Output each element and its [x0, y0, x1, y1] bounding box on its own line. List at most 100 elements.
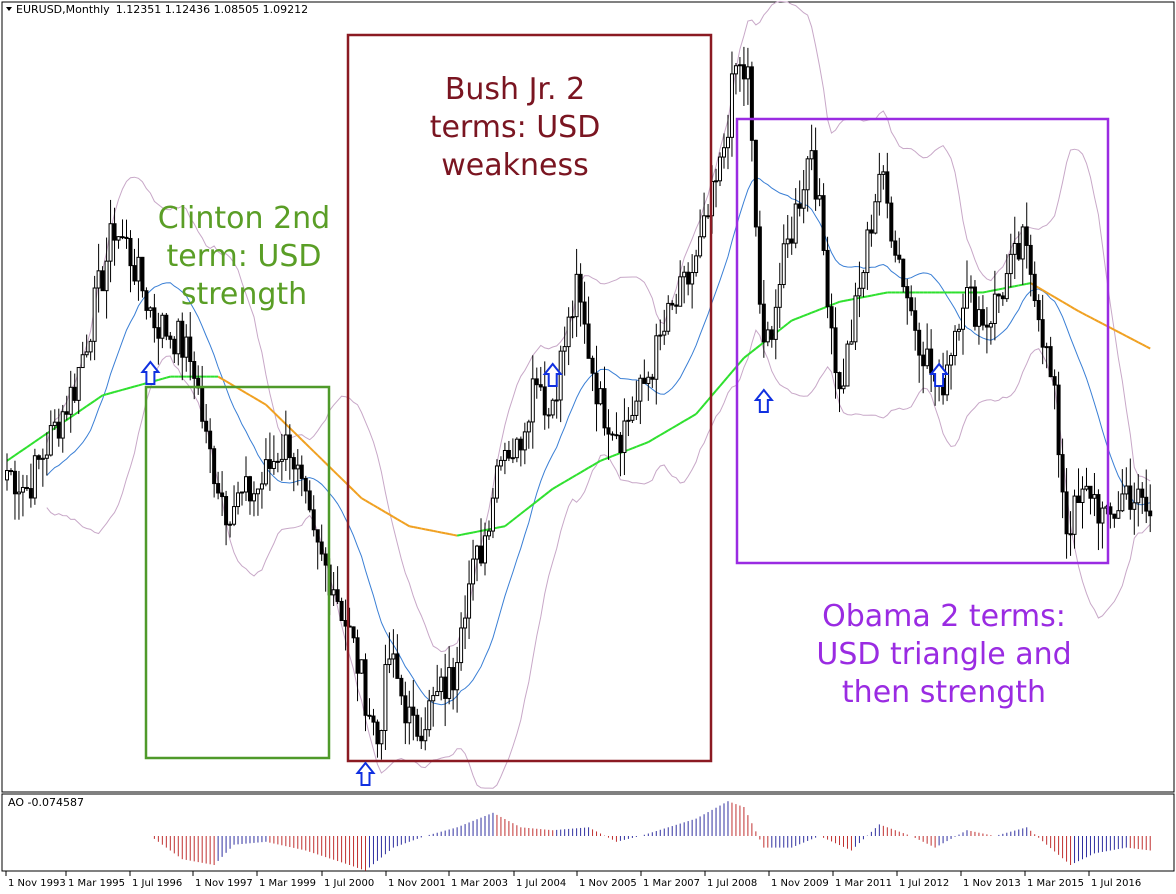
candle	[259, 471, 264, 509]
candle	[849, 319, 854, 345]
candle	[614, 412, 619, 440]
slow-ma-segment	[42, 432, 48, 438]
slow-ma-segment	[576, 471, 582, 476]
candle	[522, 422, 527, 465]
candle	[44, 432, 49, 476]
slow-ma-segment	[1070, 305, 1076, 310]
x-tick-label: 1 Nov 1997	[195, 878, 253, 889]
candle	[833, 307, 838, 399]
slow-ma-segment	[317, 454, 323, 460]
annotation-obama-line-1: Obama 2 terms:	[822, 599, 1066, 634]
candle	[20, 474, 25, 517]
slow-ma-segment	[528, 503, 534, 509]
slow-ma-segment	[628, 447, 633, 451]
candle	[431, 686, 436, 727]
candle	[913, 297, 918, 351]
candle	[479, 518, 484, 567]
candle	[168, 331, 173, 349]
slow-ma-segment	[879, 292, 884, 296]
slow-ma-segment	[1093, 318, 1099, 323]
candle	[498, 456, 503, 471]
x-tick-label: 1 Jul 2000	[324, 878, 374, 889]
slow-ma-segment	[807, 311, 812, 316]
candle	[518, 436, 523, 467]
slow-ma-segment	[883, 291, 888, 295]
candle	[1124, 467, 1129, 500]
slow-ma-segment	[261, 401, 267, 406]
slow-ma-segment	[356, 493, 363, 499]
slow-ma-segment	[26, 443, 32, 448]
candle	[698, 209, 703, 259]
candle	[148, 306, 153, 318]
candle	[5, 453, 9, 491]
candle	[1120, 469, 1125, 513]
candle	[443, 653, 448, 727]
candle	[526, 419, 531, 449]
slow-ma-segment	[305, 442, 311, 449]
candle	[212, 445, 217, 498]
slow-ma-segment	[1141, 343, 1147, 348]
candle	[821, 183, 826, 256]
candle	[287, 424, 292, 480]
candle	[124, 219, 129, 249]
candle	[777, 262, 782, 328]
candle	[228, 521, 233, 538]
annotation-clinton-line-3: strength	[181, 277, 307, 312]
x-tick-label: 1 Jul 2004	[516, 878, 566, 889]
candle	[829, 293, 834, 355]
slow-ma-segment	[448, 533, 454, 536]
slow-ma-segment	[863, 295, 868, 299]
slow-ma-segment	[516, 512, 522, 518]
candle	[244, 456, 248, 501]
slow-ma-segment	[437, 530, 442, 534]
candle	[72, 373, 77, 403]
annotation-boxes	[144, 33, 1110, 763]
slow-ma-segment	[1137, 341, 1143, 346]
candle	[1028, 234, 1033, 297]
candle	[32, 448, 37, 505]
candle	[634, 380, 639, 420]
dropdown-icon[interactable]	[6, 7, 12, 11]
slow-ma-segment	[98, 394, 104, 399]
slow-ma-segment	[348, 485, 355, 492]
candle	[757, 210, 762, 314]
candle	[865, 221, 870, 290]
slow-ma-segment	[114, 389, 119, 393]
candle	[379, 729, 384, 760]
candle	[435, 664, 440, 697]
slow-ma-segment	[384, 511, 390, 516]
lower-band	[46, 329, 1151, 789]
ohlc-values: 1.12351 1.12436 1.08505 1.09212	[116, 3, 308, 16]
candle	[801, 169, 806, 224]
slow-ma-segment	[596, 459, 602, 464]
slow-ma-segment	[847, 298, 852, 302]
candle	[813, 127, 818, 211]
candle	[120, 219, 125, 240]
slow-ma-segment	[799, 314, 805, 319]
slow-ma-segment	[743, 354, 749, 359]
slow-ma-segment	[82, 405, 88, 410]
up-arrow-icon	[140, 360, 161, 385]
slow-ma-segment	[608, 455, 613, 459]
candlesticks	[5, 46, 1153, 760]
slow-ma-segment	[1010, 285, 1015, 288]
slow-ma-segment	[556, 483, 562, 488]
candle	[52, 409, 57, 430]
slow-ma-segment	[22, 446, 28, 451]
slow-ma-segment	[835, 300, 840, 305]
slow-ma-segment	[719, 380, 725, 387]
slow-ma-segment	[671, 424, 677, 429]
candle	[506, 440, 511, 462]
candle	[247, 475, 252, 515]
x-tick-label: 1 Nov 1993	[8, 878, 66, 889]
slow-ma-segment	[783, 322, 789, 328]
candle	[694, 249, 699, 277]
slow-ma-segment	[803, 313, 809, 317]
candle	[40, 448, 45, 487]
slow-ma-segment	[118, 388, 123, 392]
candle	[411, 679, 416, 741]
box-obama	[735, 117, 1110, 565]
slow-ma-segment	[162, 376, 167, 380]
slow-ma-segment	[584, 466, 590, 471]
slow-ma-segment	[647, 438, 653, 443]
